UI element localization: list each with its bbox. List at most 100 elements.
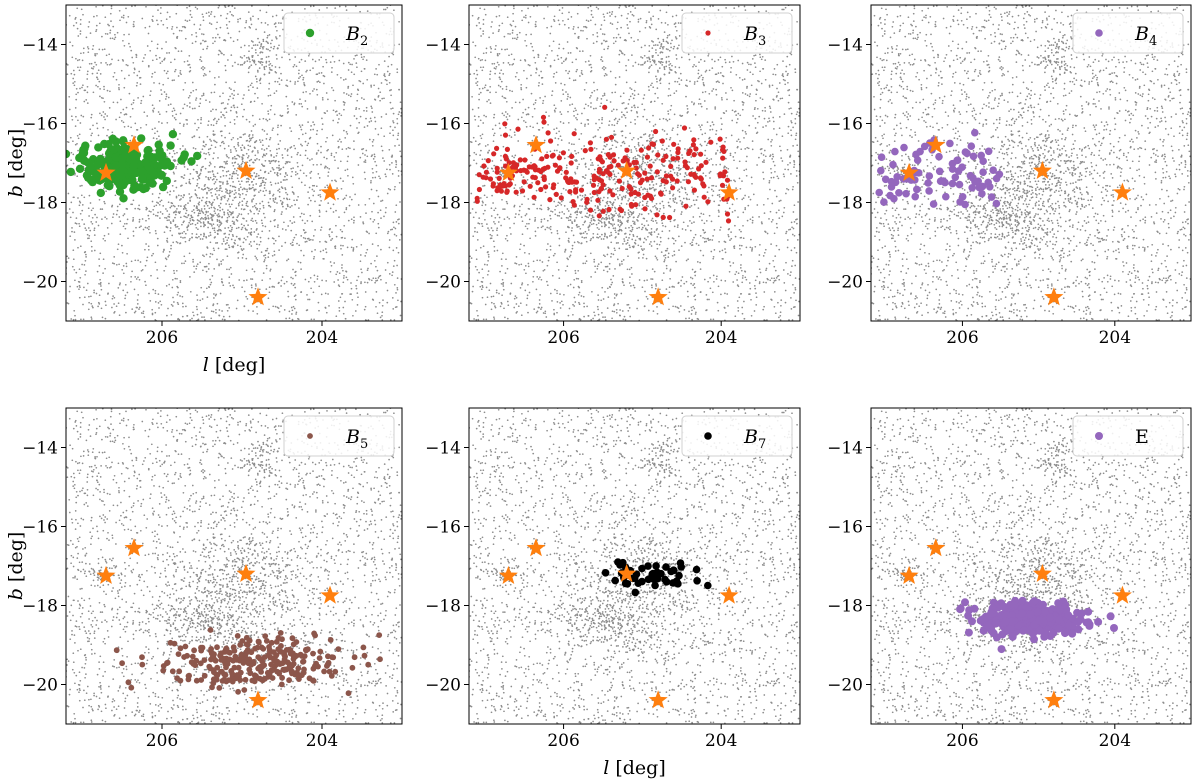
background-point xyxy=(488,149,491,152)
background-point xyxy=(165,217,168,219)
background-point xyxy=(197,214,200,217)
background-point xyxy=(256,87,259,89)
background-point xyxy=(347,146,350,149)
background-point xyxy=(143,57,145,59)
background-point xyxy=(189,219,192,222)
background-point xyxy=(527,283,529,286)
background-point xyxy=(97,224,100,227)
background-point xyxy=(473,72,476,75)
background-point xyxy=(150,210,152,213)
background-point xyxy=(377,94,380,97)
background-point xyxy=(249,17,252,20)
background-point xyxy=(91,132,93,135)
background-point xyxy=(615,140,617,143)
background-point xyxy=(479,7,481,10)
background-point xyxy=(76,175,79,178)
background-point xyxy=(188,178,191,181)
background-point xyxy=(253,205,256,207)
background-point xyxy=(209,231,212,234)
background-point xyxy=(688,127,691,129)
background-point xyxy=(141,17,144,20)
background-point xyxy=(604,145,607,148)
background-point xyxy=(698,124,700,127)
background-point xyxy=(169,103,172,106)
background-point xyxy=(97,305,99,308)
background-point xyxy=(265,61,268,64)
background-point xyxy=(581,194,584,197)
background-point xyxy=(233,146,236,148)
background-point xyxy=(338,306,341,309)
background-point xyxy=(395,221,398,223)
background-point xyxy=(216,208,219,211)
background-point xyxy=(214,188,217,190)
background-point xyxy=(502,285,505,287)
background-point xyxy=(287,225,290,227)
background-point xyxy=(371,144,374,147)
background-point xyxy=(268,34,271,36)
background-point xyxy=(501,294,503,297)
background-point xyxy=(375,280,377,282)
background-point xyxy=(291,101,294,103)
background-point xyxy=(79,286,81,289)
background-point xyxy=(350,282,352,284)
background-point xyxy=(267,172,270,175)
background-point xyxy=(214,212,217,215)
background-point xyxy=(74,143,77,146)
background-point xyxy=(186,104,189,107)
background-point xyxy=(350,293,352,295)
background-point xyxy=(280,72,282,75)
background-point xyxy=(597,294,599,296)
background-point xyxy=(251,55,253,57)
background-point xyxy=(546,219,549,222)
background-point xyxy=(144,248,146,251)
background-point xyxy=(209,252,212,255)
background-point xyxy=(304,100,307,102)
background-point xyxy=(500,69,503,72)
background-point xyxy=(618,76,621,78)
background-point xyxy=(74,125,77,127)
background-point xyxy=(192,177,194,180)
background-point xyxy=(238,30,241,33)
background-point xyxy=(74,279,76,282)
background-point xyxy=(86,78,89,80)
background-point xyxy=(359,216,362,218)
background-point xyxy=(774,312,777,315)
background-point xyxy=(603,16,606,18)
background-point xyxy=(273,92,276,95)
background-point xyxy=(228,192,231,195)
background-point xyxy=(169,229,172,232)
background-point xyxy=(566,257,569,260)
background-point xyxy=(158,135,160,138)
background-point xyxy=(281,17,284,20)
background-point xyxy=(223,212,226,214)
background-point xyxy=(298,69,300,72)
background-point xyxy=(203,232,205,235)
background-point xyxy=(508,63,511,66)
background-point xyxy=(331,134,334,137)
background-point xyxy=(151,308,154,311)
background-point xyxy=(291,186,294,189)
background-point xyxy=(554,213,557,216)
background-point xyxy=(220,116,223,118)
background-point xyxy=(546,5,549,8)
background-point xyxy=(98,282,100,285)
background-point xyxy=(489,233,492,236)
background-point xyxy=(268,60,271,63)
background-point xyxy=(286,203,289,206)
background-point xyxy=(477,107,480,109)
background-point xyxy=(154,289,157,292)
background-point xyxy=(271,64,273,67)
background-point xyxy=(527,262,530,265)
background-point xyxy=(241,286,243,289)
background-point xyxy=(577,277,580,280)
background-point xyxy=(319,195,322,198)
background-point xyxy=(313,280,316,283)
background-point xyxy=(255,51,257,54)
background-point xyxy=(78,204,81,207)
background-point xyxy=(265,189,267,192)
background-point xyxy=(230,203,233,206)
background-point xyxy=(204,223,206,226)
background-point xyxy=(212,310,215,313)
background-point xyxy=(144,226,147,229)
background-point xyxy=(73,268,76,271)
